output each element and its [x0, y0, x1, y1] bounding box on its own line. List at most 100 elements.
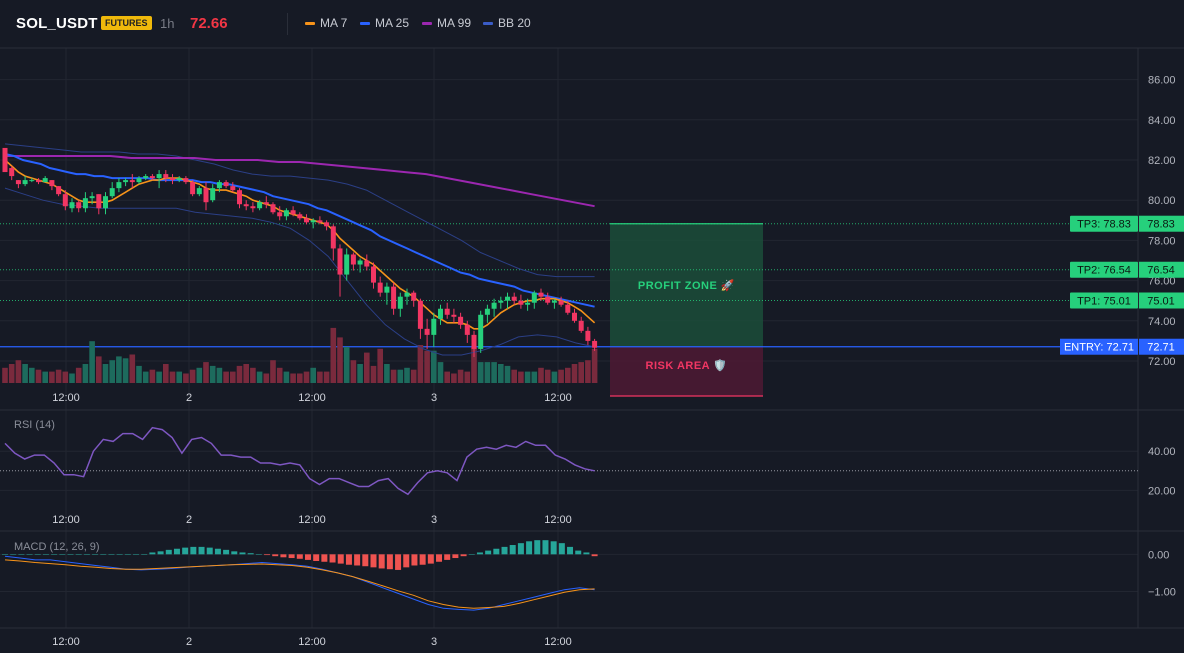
macd-histogram-bar — [173, 548, 180, 555]
candle-body — [491, 302, 497, 309]
macd-title: MACD (12, 26, 9) — [14, 541, 100, 553]
candle-body — [531, 292, 537, 303]
macd-histogram-bar — [206, 547, 213, 555]
tp3-price-bg — [1139, 215, 1184, 232]
time-tick: 2 — [186, 636, 192, 648]
volume-bar — [129, 354, 136, 383]
candle-body — [263, 202, 269, 205]
macd-histogram-bar — [42, 554, 49, 555]
volume-bar — [276, 367, 283, 383]
legend-ma25-label: MA 25 — [375, 16, 410, 30]
candle-body — [558, 300, 564, 305]
time-tick: 12:00 — [52, 392, 80, 404]
candle-body — [129, 180, 135, 183]
macd-histogram-bar — [534, 540, 541, 555]
volume-bar — [223, 371, 229, 383]
candle-body — [304, 218, 309, 223]
legend-ma99[interactable]: MA 99 — [422, 16, 471, 30]
candle-body — [103, 196, 108, 209]
macd-histogram-bar — [141, 554, 148, 555]
candle-body — [76, 202, 82, 209]
macd-histogram-bar — [116, 554, 123, 555]
macd-histogram-bar — [34, 554, 41, 555]
candle-body — [397, 296, 403, 309]
candle-body — [317, 220, 323, 223]
volume-bar — [22, 364, 28, 383]
volume-bar — [142, 371, 149, 383]
timeframe-label[interactable]: 1h — [160, 16, 175, 31]
volume-bar — [504, 365, 511, 383]
volume-bar — [565, 367, 571, 383]
candle-body — [310, 220, 316, 223]
volume-bar — [297, 373, 303, 383]
volume-bars — [2, 327, 598, 383]
symbol-name[interactable]: SOL_USDT — [16, 15, 98, 32]
tp2-price-bg — [1139, 261, 1184, 278]
legend-ma7[interactable]: MA 7 — [305, 16, 347, 30]
volume-bar — [538, 367, 544, 383]
volume-bar — [531, 371, 538, 383]
profit-zone-label: PROFIT ZONE 🚀 — [638, 279, 735, 292]
volume-bar — [417, 345, 424, 383]
entry-tag: ENTRY: 72.71 — [1064, 342, 1134, 354]
macd-histogram-bar — [468, 554, 475, 555]
volume-bar — [404, 367, 410, 383]
volume-bar — [256, 371, 263, 383]
candle-body — [297, 214, 303, 219]
candle-body — [404, 292, 410, 297]
volume-bar — [585, 360, 591, 383]
macd-histogram-bar — [18, 554, 25, 555]
rsi-pane — [0, 426, 1138, 496]
candle-body — [250, 206, 256, 209]
legend-bb20[interactable]: BB 20 — [483, 16, 531, 30]
time-tick: 2 — [186, 514, 192, 526]
volume-bar — [303, 371, 310, 383]
profit-zone — [610, 223, 763, 347]
candle-body — [203, 188, 209, 203]
volume-bar — [69, 373, 75, 383]
time-tick: 12:00 — [298, 392, 326, 404]
price-tick: 72.00 — [1148, 356, 1176, 368]
macd-histogram-bar — [288, 554, 295, 559]
macd-histogram-bar — [517, 543, 524, 555]
candle-body — [551, 300, 557, 303]
macd-histogram-bar — [501, 546, 508, 555]
volume-bar — [477, 362, 484, 383]
candle-body — [505, 296, 510, 301]
candle-body — [324, 222, 330, 227]
macd-histogram-bar — [509, 545, 516, 555]
candle-body — [183, 178, 189, 183]
candle-body — [484, 308, 490, 315]
volume-bar — [551, 371, 558, 383]
volume-bar — [350, 360, 357, 383]
volume-bar — [390, 369, 397, 383]
time-tick: 12:00 — [544, 636, 572, 648]
candle-body — [371, 266, 376, 283]
candle-body — [36, 180, 41, 183]
macd-histogram-bar — [51, 554, 58, 555]
volume-bar — [149, 369, 156, 383]
candle-body — [464, 324, 470, 335]
legend-ma25[interactable]: MA 25 — [360, 16, 409, 30]
candle-body — [545, 296, 551, 303]
time-tick: 12:00 — [298, 636, 326, 648]
macd-histogram-bar — [378, 554, 385, 569]
volume-bar — [317, 371, 323, 383]
legend-ma7-swatch — [305, 22, 315, 26]
volume-bar — [156, 371, 162, 383]
volume-bar — [163, 364, 169, 383]
candle-body — [243, 204, 249, 207]
candle-body — [518, 300, 524, 305]
macd-histogram-bar — [419, 554, 426, 565]
time-tick: 3 — [431, 636, 437, 648]
macd-histogram-bar — [59, 554, 66, 555]
volume-bar — [8, 364, 15, 383]
candle-body — [49, 180, 55, 187]
candle-body — [123, 180, 129, 183]
macd-histogram-bar — [92, 554, 99, 555]
volume-bar — [42, 371, 48, 383]
candle-body — [277, 212, 283, 217]
volume-bar — [169, 371, 176, 383]
chart-header: SOL_USDT FUTURES 1h 72.66 MA 7 MA 25 MA … — [0, 0, 1184, 48]
